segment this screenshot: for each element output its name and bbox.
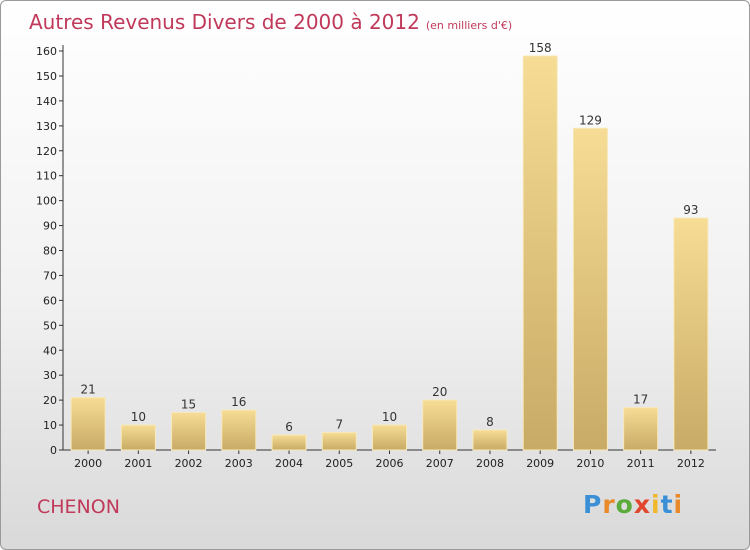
x-tick-label: 2002 [175,457,203,470]
logo-letter: P [583,490,603,519]
bar-2011 [623,407,659,451]
logo-letter: i [651,490,661,519]
bar-2006 [372,424,407,451]
x-tick-label: 2005 [325,457,353,470]
y-tick-label: 70 [43,269,57,282]
data-label: 17 [633,393,648,407]
data-label: 6 [285,420,293,434]
x-tick-label: 2001 [124,457,152,470]
x-tick-label: 2011 [627,457,655,470]
bar-2009 [522,55,558,451]
chart-title: Autres Revenus Divers de 2000 à 2012 (en … [29,10,512,34]
bar-2001 [120,424,156,451]
bar-2007 [422,399,458,451]
logo-letter: i [673,490,684,519]
chart-bars: 21 10 15 16 6 7 10 20 8 158 129 17 93 [70,41,709,451]
y-tick-label: 10 [43,419,57,432]
chart-subtitle: (en milliers d'€) [425,19,513,32]
y-tick-label: 80 [43,245,57,258]
data-label: 16 [231,395,246,409]
y-tick-label: 130 [36,120,57,133]
data-label: 8 [486,415,494,429]
y-tick-label: 110 [36,170,57,183]
town-name: CHENON [37,496,120,518]
data-label: 158 [529,41,552,55]
logo-letter: o [615,490,634,519]
logo-letter: t [660,490,674,519]
x-tick-label: 2003 [225,457,253,470]
bar-2005 [321,432,357,451]
y-tick-label: 100 [36,195,57,208]
x-tick-label: 2009 [526,457,554,470]
bar-2000 [70,397,106,451]
bar-2004 [271,434,307,451]
data-label: 129 [579,113,602,127]
data-label: 10 [131,410,146,424]
bar-2010 [572,127,608,451]
chart-axes: 0 10 20 30 40 50 60 70 80 90 100 110 120 130 140 150 160… [36,45,716,470]
data-label: 15 [181,398,196,412]
data-label: 7 [335,418,343,432]
y-tick-label: 160 [36,45,57,58]
x-tick-label: 2010 [576,457,604,470]
data-label: 20 [432,385,447,399]
x-tick-label: 2012 [677,457,705,470]
bar-2003 [221,409,257,451]
y-tick-label: 0 [50,444,57,457]
x-tick-label: 2004 [275,457,303,470]
x-tick-label: 2000 [74,457,102,470]
logo-letter: x [633,490,651,519]
x-tick-label: 2008 [476,457,504,470]
y-tick-label: 60 [43,294,57,307]
proxiti-logo: Proxiti [583,490,683,519]
chart-title-text: Autres Revenus Divers de 2000 à 2012 [29,10,420,34]
logo-letter: r [602,490,616,519]
y-tick-label: 20 [43,394,57,407]
bar-2002 [171,412,207,451]
x-tick-label: 2006 [376,457,404,470]
bar-2008 [472,429,508,451]
y-tick-label: 40 [43,344,57,357]
y-tick-label: 150 [36,70,57,83]
y-tick-label: 140 [36,95,57,108]
y-tick-label: 30 [43,369,57,382]
y-tick-label: 50 [43,319,57,332]
y-tick-label: 90 [43,220,57,233]
data-label: 10 [382,410,397,424]
x-tick-label: 2007 [426,457,454,470]
bar-2012 [673,217,709,451]
data-label: 21 [80,383,95,397]
data-label: 93 [683,203,698,217]
y-tick-label: 120 [36,145,57,158]
